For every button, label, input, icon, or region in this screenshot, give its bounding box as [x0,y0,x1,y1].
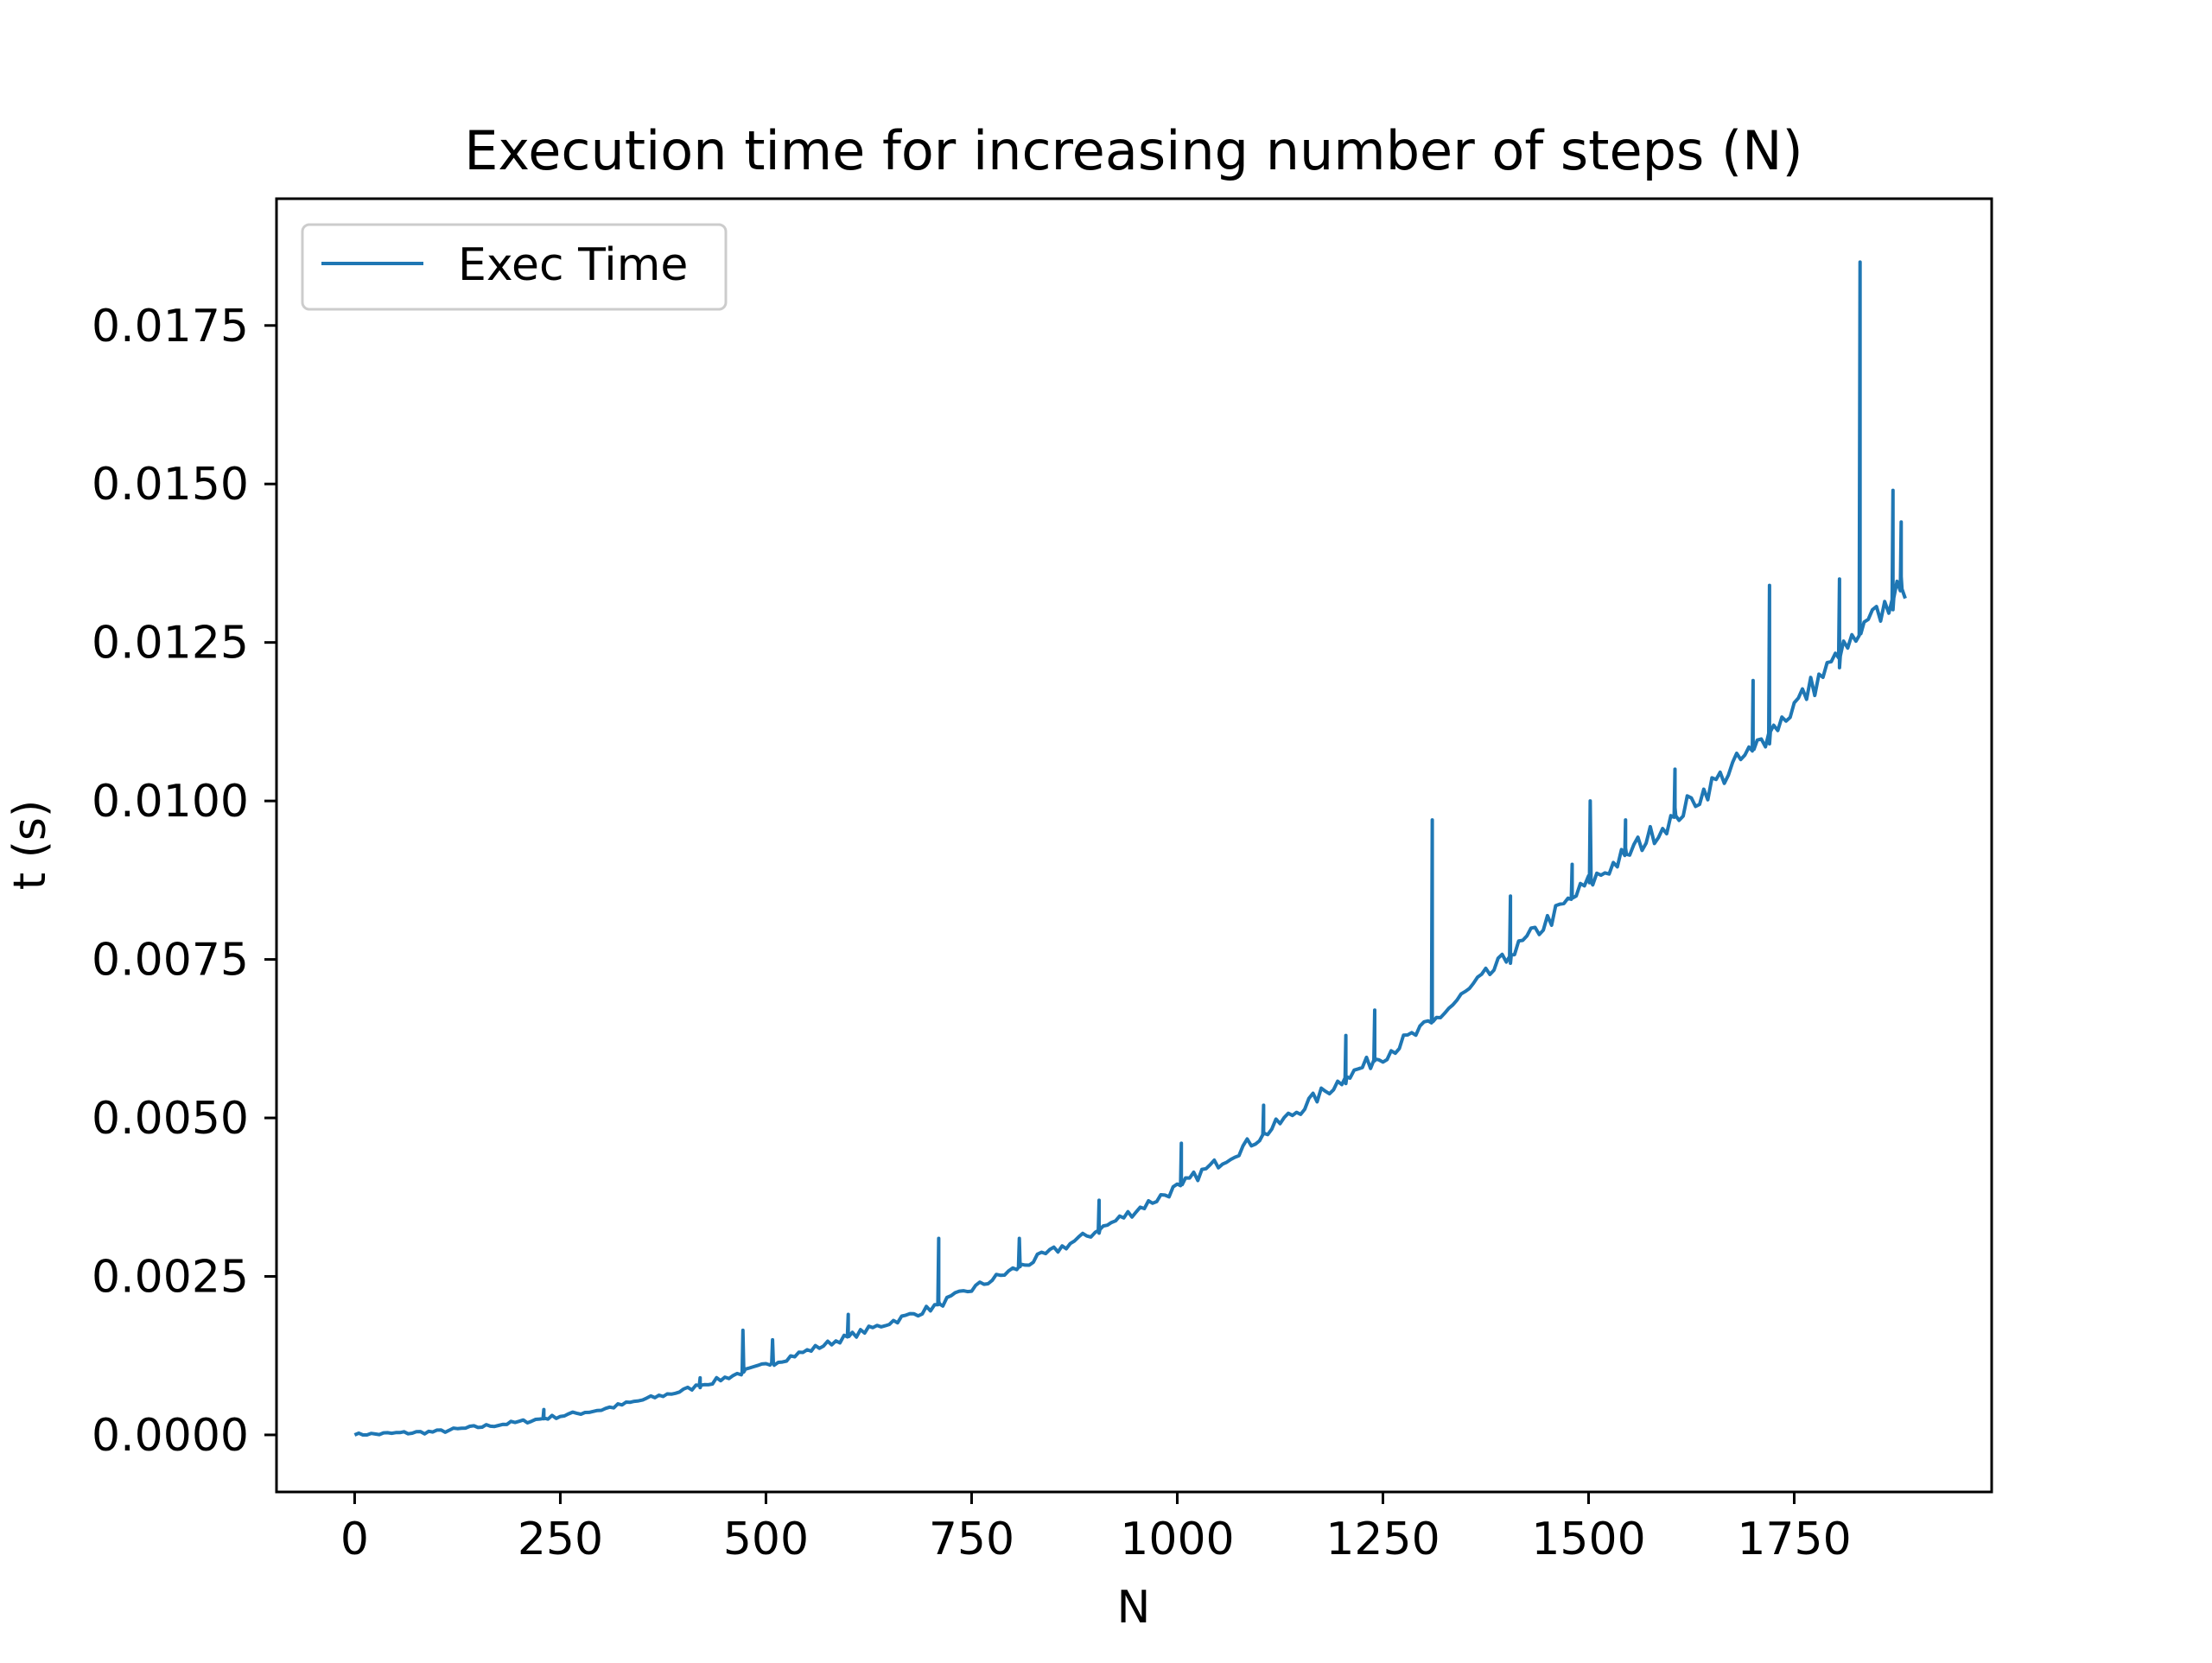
y-tick-label: 0.0000 [92,1410,249,1462]
spike-point [1673,767,1676,771]
y-tick-label: 0.0025 [92,1252,249,1304]
spike-point [1624,818,1627,822]
spike-point [741,1329,745,1332]
spike-point [1179,1141,1183,1145]
spike-point [1768,584,1771,587]
x-tick-label: 1250 [1325,1514,1440,1565]
spike-point [1262,1103,1265,1107]
spike-point [1431,818,1434,822]
y-tick-label: 0.0125 [92,618,249,670]
spike-point [1373,1008,1376,1012]
x-tick-label: 750 [929,1514,1014,1565]
spike-point [1588,799,1592,803]
spike-point [1838,577,1841,581]
spike-point [937,1236,940,1240]
y-tick-label: 0.0150 [92,459,249,511]
series-line-exec-time [353,260,1907,1437]
spike-point [1751,679,1755,682]
y-axis-label: t (s) [4,800,56,891]
spike-point [1570,863,1573,866]
y-tick-label: 0.0075 [92,935,249,987]
y-tick-label: 0.0050 [92,1093,249,1145]
y-axis: 0.0000 0.0025 0.0050 0.0075 0.0100 0.0125 0.01… [92,301,276,1462]
spike-point [698,1376,702,1380]
chart-title: Execution time for increasing number of … [464,119,1803,182]
spike-point [1509,894,1512,898]
spike-point [1018,1236,1021,1240]
legend-series-label: Exec Time [458,239,688,291]
spike-point [1097,1198,1101,1202]
legend-box [301,223,728,311]
spike-point [847,1313,850,1317]
spike-point [542,1408,545,1412]
x-tick-label: 1500 [1531,1514,1645,1565]
spike-point [1891,489,1895,492]
x-tick-label: 500 [723,1514,809,1565]
y-tick-label: 0.0100 [92,776,249,828]
x-axis-label: N [1117,1582,1151,1634]
spike-point [1899,520,1903,524]
spike-point [771,1338,774,1342]
y-tick-label: 0.0175 [92,301,249,352]
x-axis: 0 250 500 750 1000 1250 1500 1750 [340,1492,1852,1565]
data-layer [353,260,1907,1437]
plot-frame [275,197,1993,1494]
legend: Exec Time [301,223,728,311]
plot-area-background [276,199,1992,1492]
x-tick-label: 1000 [1120,1514,1234,1565]
spike-point [1859,260,1862,263]
x-tick-label: 0 [340,1514,369,1565]
spike-point [1344,1034,1348,1038]
x-tick-label: 1750 [1737,1514,1851,1565]
x-tick-label: 250 [518,1514,603,1565]
